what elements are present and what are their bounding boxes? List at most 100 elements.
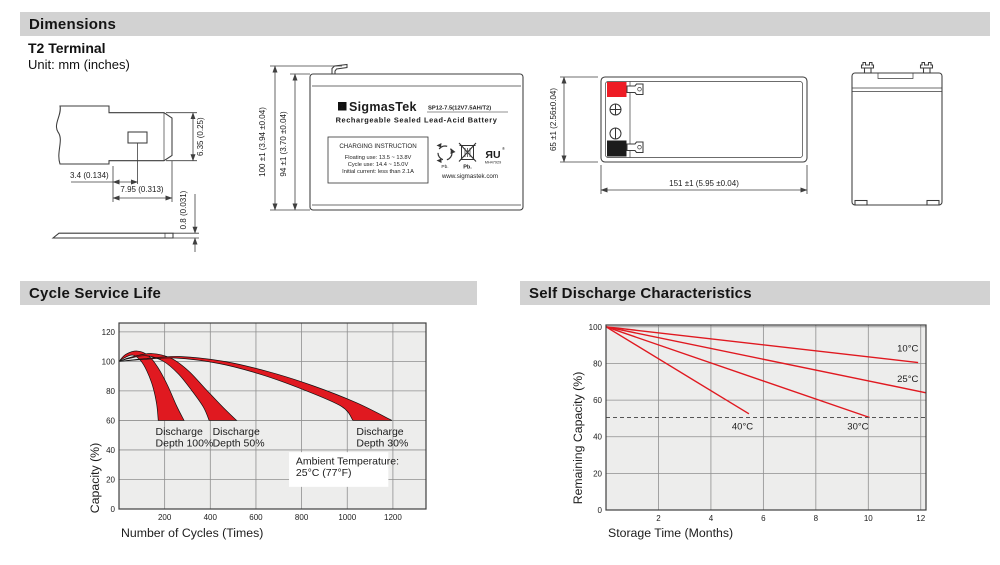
x-tick-label: 6 [761, 514, 766, 523]
annotation-text: Discharge [213, 426, 260, 438]
x-axis-title: Storage Time (Months) [608, 526, 733, 540]
positive-terminal-tab [626, 83, 644, 96]
front-view-dimensions: 100 ±1 (3.94 ±0.04) 94 ±1 (3.70 ±0.04) [258, 65, 342, 211]
battery-side-view [851, 61, 943, 206]
x-tick-label: 400 [204, 513, 218, 522]
plot-border [118, 322, 427, 510]
website-text: www.sigmastek.com [441, 173, 498, 180]
dim-tab-width: 6.35 (0.25) [196, 117, 205, 156]
annotation-text: Discharge [356, 426, 403, 438]
y-tick-label: 60 [593, 396, 602, 405]
y-tick-label: 40 [593, 433, 602, 442]
pb-recycle-label: Pb. [441, 164, 448, 170]
annotation-text: Ambient Temperature: [296, 456, 399, 468]
series-label-25-c: 25°C [897, 374, 918, 385]
terminal-type-heading: T2 Terminal [28, 40, 106, 56]
x-tick-label: 2 [656, 514, 661, 523]
brand-logo-symbol: Σ [340, 104, 344, 111]
y-tick-label: 20 [593, 469, 602, 478]
side-foot-left [854, 199, 868, 206]
band-discharge-depth-30 [118, 356, 393, 421]
side-terminal-left [860, 61, 875, 69]
y-tick-label: 120 [102, 328, 116, 337]
series-line-10-c [605, 326, 919, 364]
battery-case [309, 63, 524, 211]
plot-border [605, 324, 927, 511]
series-label-30-c: 30°C [847, 421, 868, 432]
recycle-pb-icon [436, 143, 456, 163]
series-line-30-c [605, 326, 870, 419]
charging-line-2: Cycle use: 14.4 ~ 15.0V [348, 162, 409, 168]
battery-front-view: 100 ±1 (3.94 ±0.04) 94 ±1 (3.70 ±0.04) Σ… [258, 63, 524, 211]
brand-name: SigmasTek [349, 100, 417, 114]
annotation-text: Depth 100% [156, 438, 214, 450]
positive-terminal-marker [607, 82, 627, 97]
negative-terminal-marker [607, 140, 627, 157]
top-view-dimensions: 65 ±1 (2.56±0.04) 151 ±1 (5.95 ±0.04) [549, 76, 808, 194]
x-tick-label: 10 [864, 514, 873, 523]
y-axis-title: Capacity (%) [88, 443, 102, 513]
terminal-dimensions: 3.4 (0.134) 7.95 (0.313) 6.35 (0.25) 0.8… [70, 112, 205, 252]
y-tick-label: 100 [102, 357, 116, 366]
y-tick-label: 100 [589, 323, 603, 332]
model-number: SP12-7.5(12V7.5AH/T2) [428, 106, 491, 112]
section-title-self-discharge: Self Discharge Characteristics [529, 284, 752, 302]
y-axis-title: Remaining Capacity (%) [571, 372, 585, 505]
y-tick-label: 0 [111, 505, 116, 514]
ul-mark-letters: ЯU [485, 149, 500, 161]
charging-line-3: Initial current: less than 2.1A [342, 169, 414, 175]
side-terminal-right [919, 61, 934, 69]
y-tick-label: 0 [598, 506, 603, 515]
ul-registered-symbol: ® [502, 146, 505, 151]
x-tick-label: 1200 [384, 513, 402, 522]
y-tick-label: 80 [593, 359, 602, 368]
section-header-cycle-life: Cycle Service Life [20, 281, 477, 305]
series-line-25-c [605, 326, 927, 394]
ul-mark-icon: ЯU ® MH47929 [485, 146, 505, 165]
section-title-cycle-life: Cycle Service Life [29, 284, 162, 302]
x-tick-label: 600 [249, 513, 263, 522]
annotation-text: 25°C (77°F) [296, 467, 352, 479]
terminal-tab-shape [51, 105, 174, 239]
charging-instruction-box [327, 136, 429, 184]
x-tick-label: 4 [709, 514, 714, 523]
y-tick-label: 20 [106, 475, 115, 484]
self-discharge-chart: 0 20 40 60 80 100 2 4 6 8 10 12 10°C 25°C 30°C 40°C Stor… [571, 323, 927, 540]
dim-case-height: 94 ±1 (3.70 ±0.04) [279, 111, 288, 177]
battery-label: Σ SigmasTek SP12-7.5(12V7.5AH/T2) Rechar… [327, 100, 508, 184]
pb-bin-label: Pb. [463, 165, 472, 171]
y-tick-label: 40 [106, 446, 115, 455]
x-tick-label: 800 [295, 513, 309, 522]
x-axis-title: Number of Cycles (Times) [121, 526, 263, 540]
dim-thickness: 0.8 (0.031) [179, 190, 188, 229]
battery-type-line: Rechargeable Sealed Lead-Acid Battery [336, 116, 498, 125]
x-tick-label: 8 [814, 514, 819, 523]
dim-width: 65 ±1 (2.56±0.04) [549, 88, 558, 151]
plus-polarity-symbol [609, 103, 622, 116]
terminal-detail-drawing: 3.4 (0.134) 7.95 (0.313) 6.35 (0.25) 0.8… [51, 105, 205, 252]
dim-length: 151 ±1 (5.95 ±0.04) [669, 179, 739, 188]
annotation-box [289, 452, 389, 487]
section-title-dimensions: Dimensions [29, 15, 117, 33]
ul-file-code: MH47929 [485, 161, 501, 165]
charging-title: CHARGING INSTRUCTION [339, 143, 416, 150]
section-header-dimensions: Dimensions [20, 12, 990, 36]
side-foot-right [926, 199, 940, 206]
x-tick-label: 200 [158, 513, 172, 522]
y-tick-label: 60 [106, 416, 115, 425]
series-label-10-c: 10°C [897, 344, 918, 355]
annotation-text: Depth 50% [213, 438, 265, 450]
series-label-40-c: 40°C [732, 421, 753, 432]
section-header-self-discharge: Self Discharge Characteristics [520, 281, 990, 305]
band-discharge-depth-50 [118, 353, 238, 421]
minus-polarity-symbol [609, 127, 622, 140]
x-tick-label: 1000 [338, 513, 356, 522]
cycle-service-life-chart: 0 20 40 60 80 100 120 200 400 600 800 1000 1200 Disch… [88, 322, 427, 540]
battery-terminal-tab [331, 63, 348, 75]
brand-logo-square [338, 102, 347, 111]
battery-top-view: 65 ±1 (2.56±0.04) 151 ±1 (5.95 ±0.04) [549, 76, 808, 194]
dim-hole-offset: 3.4 (0.134) [70, 171, 109, 180]
series-line-40-c [605, 326, 750, 415]
crossed-bin-pb-icon [458, 142, 477, 162]
